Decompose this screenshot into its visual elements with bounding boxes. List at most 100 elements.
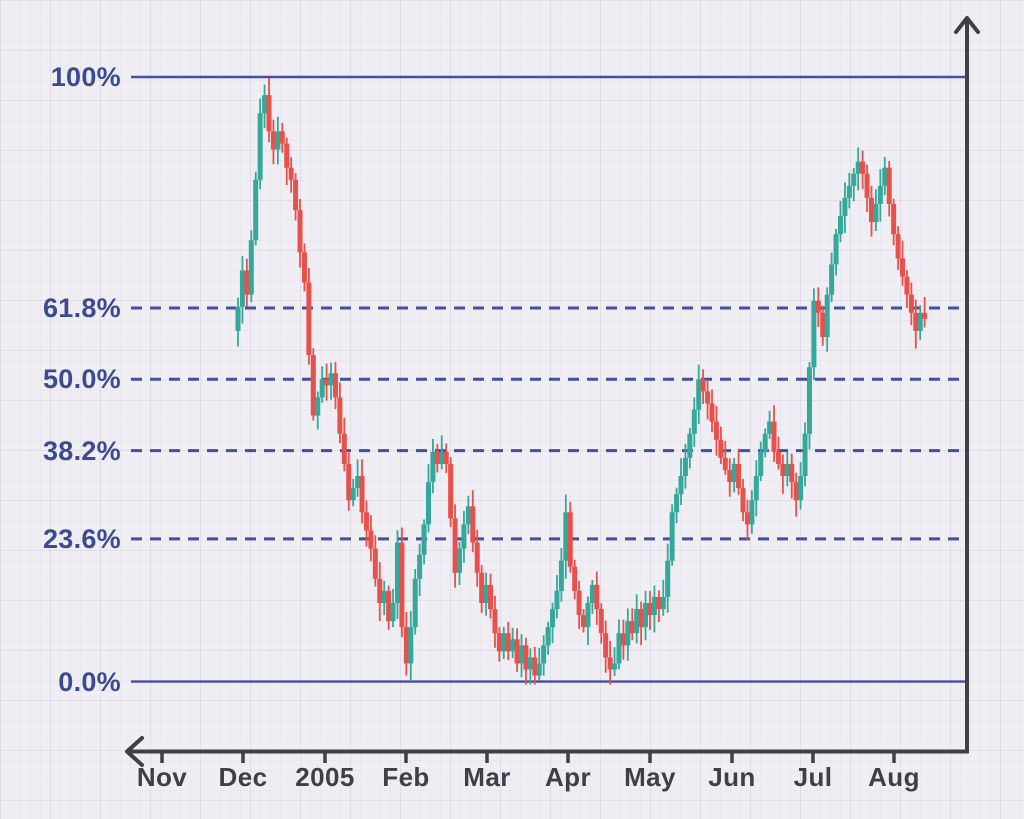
candle-body — [496, 633, 502, 652]
candle-body — [864, 173, 870, 198]
fib-level-label: 23.6% — [42, 523, 121, 554]
candle-body — [784, 463, 790, 477]
candle-body — [257, 113, 263, 180]
candle-body — [722, 457, 728, 470]
candle-body — [860, 161, 866, 174]
candle-body — [855, 161, 861, 174]
candle-body — [332, 373, 338, 398]
candle-body — [669, 512, 675, 561]
candle-body — [403, 627, 409, 664]
candle-body — [904, 276, 910, 295]
candle-body — [474, 542, 480, 573]
candle-body — [731, 463, 737, 483]
candle-body — [691, 409, 697, 434]
candle-body — [638, 609, 644, 628]
candle-body — [315, 397, 321, 416]
candle-body — [589, 584, 595, 604]
candle-body — [266, 95, 272, 132]
candle-body — [253, 179, 259, 241]
candle-body — [798, 476, 804, 501]
candle-body — [324, 379, 330, 386]
candle-body — [802, 433, 808, 477]
candle-body — [417, 554, 423, 579]
candle-body — [581, 615, 587, 628]
candle-body — [811, 300, 817, 368]
candle-body — [877, 185, 883, 204]
candle-body — [607, 657, 613, 670]
x-axis-label: Dec — [218, 762, 268, 792]
candle-body — [572, 566, 578, 591]
candle-body — [625, 621, 631, 646]
candle-body — [886, 167, 892, 204]
candle-body — [922, 312, 928, 319]
candle-body — [753, 476, 759, 501]
x-axis-label: Jun — [708, 762, 756, 792]
candle-body — [532, 657, 538, 676]
candle-body — [873, 203, 879, 223]
candle-body — [882, 167, 888, 186]
candle-body — [709, 403, 715, 422]
candle-body — [656, 596, 662, 610]
candle-body — [288, 167, 294, 180]
candle-body — [767, 421, 773, 434]
fib-level-label: 0.0% — [58, 666, 121, 697]
candle-body — [505, 633, 511, 652]
candle-body — [310, 355, 316, 416]
candle-body — [425, 482, 431, 525]
candle-body — [687, 433, 693, 458]
candle-body — [585, 603, 591, 628]
candle-body — [523, 645, 529, 670]
candle-body — [239, 270, 245, 307]
candle-body — [399, 542, 405, 628]
candle-body — [514, 639, 520, 664]
candle-body — [355, 476, 361, 489]
candle-body — [550, 609, 556, 628]
candle-body — [806, 367, 812, 434]
candle-body — [908, 294, 914, 313]
candle-body — [598, 609, 604, 634]
candle-body — [270, 131, 276, 150]
candle-body — [660, 596, 666, 610]
candle-body — [430, 451, 436, 483]
candle-body — [696, 379, 702, 410]
candle-body — [820, 312, 826, 337]
candle-body — [443, 451, 449, 464]
candle-body — [718, 439, 724, 458]
candle-body — [536, 663, 542, 676]
candle-body — [727, 469, 733, 483]
candle-body — [895, 234, 901, 259]
candle-body — [386, 590, 392, 622]
candle-body — [554, 590, 560, 610]
candle-body — [647, 603, 653, 616]
candle-body — [248, 240, 254, 295]
candle-body — [545, 627, 551, 646]
candle-body — [842, 197, 848, 217]
candle-body — [913, 312, 919, 331]
candle-body — [616, 633, 622, 664]
candle-body — [337, 397, 343, 434]
candle-body — [293, 179, 299, 211]
candle-body — [771, 421, 777, 452]
fib-level-label: 50.0% — [42, 364, 121, 395]
candle-body — [917, 312, 923, 331]
candle-body — [297, 210, 303, 253]
candle-body — [372, 548, 378, 579]
x-axis-label: Mar — [463, 762, 511, 792]
candle-body — [319, 379, 325, 398]
candle-body — [275, 131, 281, 150]
x-axis-arrow-icon — [125, 736, 144, 767]
candle-body — [434, 451, 440, 464]
candle-body — [394, 542, 400, 604]
x-axis-label: 2005 — [295, 762, 355, 792]
candle-body — [510, 639, 516, 652]
candle-body — [678, 476, 684, 495]
candle-body — [603, 633, 609, 658]
fib-level-label: 100% — [50, 62, 121, 92]
candle-body — [350, 488, 356, 501]
candle-body — [328, 373, 334, 386]
candle-body — [775, 451, 781, 464]
candle-body — [713, 421, 719, 440]
candle-body — [629, 621, 635, 634]
candle-body — [279, 131, 285, 144]
candle-body — [408, 627, 414, 664]
